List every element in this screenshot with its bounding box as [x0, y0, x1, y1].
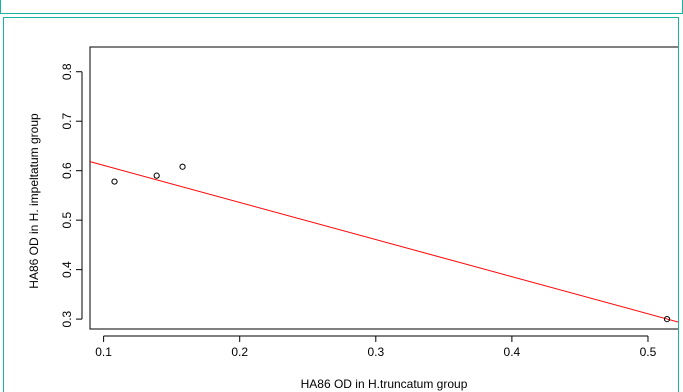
scatter-chart: 0.1 0.2 0.3 0.4 0.5 0.3 0.4 0.5 0.6 0.7 0.8 HA86 …	[27, 46, 683, 391]
x-axis: 0.1 0.2 0.3 0.4 0.5	[95, 335, 657, 359]
data-point	[111, 178, 118, 185]
data-point	[663, 316, 671, 323]
y-tick-label: 0.3	[60, 310, 74, 327]
y-tick-label: 0.6	[60, 162, 74, 179]
data-point	[179, 163, 186, 170]
x-tick-label: 0.5	[640, 345, 657, 359]
x-tick-label: 0.2	[231, 345, 248, 359]
y-tick-label: 0.7	[60, 113, 74, 130]
y-axis-label: HA86 OD in H. impeltatum group	[27, 113, 41, 289]
plot-area-box	[89, 46, 683, 330]
regression-line	[89, 161, 683, 324]
x-tick-label: 0.3	[367, 345, 384, 359]
x-tick-label: 0.4	[504, 345, 521, 359]
y-tick-label: 0.8	[60, 63, 74, 80]
data-point	[153, 172, 160, 179]
y-tick-label: 0.5	[60, 211, 74, 228]
data-points	[111, 163, 671, 323]
y-axis: 0.3 0.4 0.5 0.6 0.7 0.8	[60, 63, 83, 327]
chart-panel: 0.1 0.2 0.3 0.4 0.5 0.3 0.4 0.5 0.6 0.7 0.8 HA86 …	[3, 17, 683, 392]
x-tick-label: 0.1	[95, 345, 112, 359]
x-axis-label: HA86 OD in H.truncatum group	[301, 377, 468, 391]
y-tick-label: 0.4	[60, 261, 74, 278]
top-border-strip	[0, 0, 683, 14]
